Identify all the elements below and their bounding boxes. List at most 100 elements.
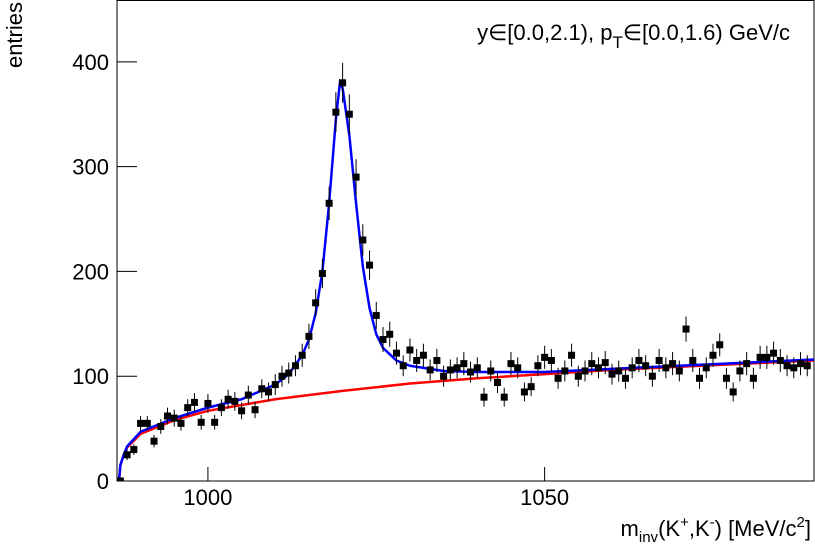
y-tick-label: 400 — [72, 50, 109, 75]
data-point — [716, 341, 724, 349]
data-point — [150, 437, 158, 445]
data-point — [231, 397, 239, 405]
data-point — [271, 381, 279, 389]
data-point — [527, 383, 535, 391]
data-point — [244, 391, 252, 399]
data-point — [581, 367, 589, 375]
data-point — [696, 374, 704, 382]
x-tick-label: 1000 — [183, 485, 232, 510]
data-point — [473, 364, 481, 372]
data-point — [379, 336, 387, 344]
data-point — [480, 393, 488, 401]
data-point — [251, 406, 259, 414]
data-point — [621, 374, 629, 382]
data-point — [366, 261, 374, 269]
data-point — [729, 388, 737, 396]
data-point — [467, 368, 475, 376]
y-tick-label: 200 — [72, 259, 109, 284]
data-point — [197, 418, 205, 426]
fit-curve — [117, 359, 814, 481]
data-point — [601, 359, 609, 367]
data-point — [628, 364, 636, 372]
data-point — [453, 364, 461, 372]
data-point — [689, 356, 697, 364]
data-point — [655, 356, 663, 364]
data-point — [709, 351, 717, 359]
data-point — [574, 372, 582, 380]
data-point — [117, 477, 124, 481]
data-point — [493, 378, 501, 386]
data-point — [446, 366, 454, 374]
data-point — [157, 423, 165, 431]
data-point — [487, 367, 495, 375]
data-point — [278, 372, 286, 380]
data-point — [345, 110, 353, 118]
data-point — [595, 364, 603, 372]
x-tick-label: 1050 — [520, 485, 569, 510]
data-point — [190, 398, 198, 406]
plot-frame — [116, 0, 815, 482]
data-point — [520, 388, 528, 396]
data-point — [406, 346, 414, 354]
data-point — [184, 404, 192, 412]
data-point — [547, 356, 555, 364]
data-point — [702, 364, 710, 372]
data-point — [803, 362, 811, 370]
data-point — [359, 236, 367, 244]
data-point — [325, 199, 333, 207]
data-point — [756, 353, 764, 361]
fit-curve — [117, 78, 814, 481]
data-point — [635, 356, 643, 364]
data-point — [372, 311, 380, 319]
x-axis-label: minv(K+,K-) [MeV/c2] — [621, 514, 811, 546]
data-point — [426, 366, 434, 374]
data-point — [460, 360, 468, 368]
data-point — [675, 367, 683, 375]
data-point — [164, 412, 172, 420]
data-point — [568, 351, 576, 359]
data-point — [419, 351, 427, 359]
data-point — [305, 332, 313, 340]
data-point — [514, 364, 522, 372]
data-point — [123, 451, 131, 459]
data-point — [770, 349, 778, 357]
data-point — [500, 393, 508, 401]
data-point — [298, 351, 306, 359]
data-point — [722, 374, 730, 382]
data-point — [137, 419, 145, 427]
data-point — [561, 367, 569, 375]
data-point — [170, 414, 178, 422]
data-point — [352, 173, 360, 181]
data-point — [392, 349, 400, 357]
data-point — [554, 374, 562, 382]
plot-area — [117, 62, 814, 481]
y-tick-label: 100 — [72, 364, 109, 389]
data-point — [291, 362, 299, 370]
data-point — [224, 395, 232, 403]
data-point — [204, 399, 212, 407]
data-point — [217, 404, 225, 412]
data-point — [285, 369, 293, 377]
data-point — [682, 325, 690, 333]
y-tick-label: 0 — [97, 469, 109, 494]
data-point — [265, 388, 273, 396]
y-axis-label: entries — [2, 2, 27, 68]
data-point — [433, 356, 441, 364]
data-point — [177, 419, 185, 427]
data-point — [534, 362, 542, 370]
data-point — [736, 367, 744, 375]
data-point — [776, 356, 784, 364]
y-tick-label: 300 — [72, 155, 109, 180]
data-point — [783, 362, 791, 370]
data-point — [312, 299, 320, 307]
data-point — [507, 360, 515, 368]
data-point — [386, 330, 394, 338]
data-point — [211, 418, 219, 426]
data-point — [588, 360, 596, 368]
data-point — [541, 353, 549, 361]
data-point — [238, 407, 246, 415]
data-point — [662, 364, 670, 372]
data-point — [669, 360, 677, 368]
data-point — [743, 360, 751, 368]
